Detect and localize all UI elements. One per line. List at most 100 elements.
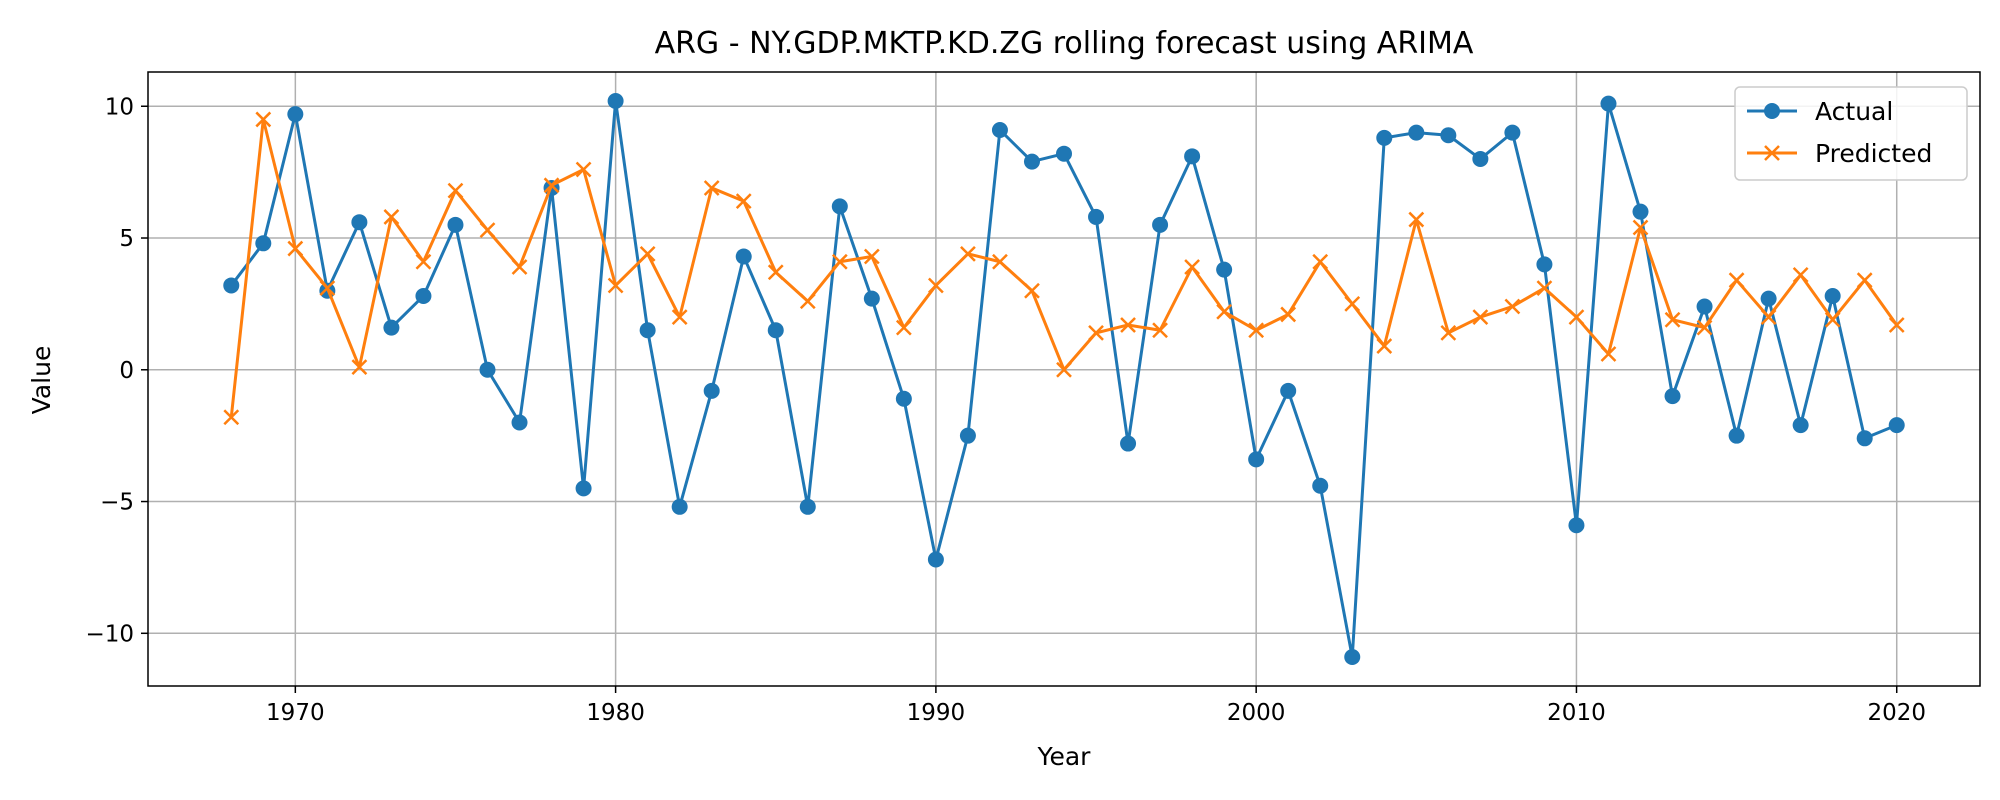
actual-point — [1664, 388, 1681, 405]
predicted-point — [319, 280, 336, 296]
actual-point — [927, 551, 944, 568]
x-tick-label: 2010 — [1547, 700, 1606, 726]
legend-label-actual: Actual — [1815, 97, 1893, 126]
predicted-point — [1344, 296, 1361, 312]
predicted-point — [1120, 317, 1136, 333]
predicted-point — [1568, 309, 1585, 325]
predicted-point — [287, 240, 304, 257]
actual-point — [351, 214, 368, 231]
predicted-point — [1152, 322, 1168, 339]
predicted-point — [895, 319, 912, 336]
legend-label-predicted: Predicted — [1815, 139, 1932, 168]
predicted-point — [1024, 282, 1040, 299]
predicted-point — [1856, 272, 1873, 289]
y-tick-label: 0 — [119, 358, 134, 384]
actual-point — [1248, 451, 1265, 468]
x-tick-label: 1970 — [266, 700, 325, 726]
actual-point — [1440, 127, 1457, 144]
predicted-point — [1760, 309, 1777, 325]
actual-point — [1472, 150, 1489, 167]
predicted-point — [1376, 338, 1393, 354]
actual-point — [895, 390, 912, 407]
actual-point — [1696, 298, 1713, 315]
predicted-point — [255, 111, 272, 128]
x-tick-label: 2000 — [1227, 700, 1286, 726]
actual-point — [1184, 148, 1201, 165]
predicted-point — [1888, 317, 1905, 333]
predicted-point — [1440, 325, 1457, 341]
actual-point — [255, 235, 272, 252]
actual-point — [671, 498, 688, 515]
predicted-point — [1536, 280, 1553, 296]
actual-point — [1536, 256, 1553, 273]
actual-point — [1504, 124, 1521, 141]
actual-point — [1376, 129, 1393, 146]
actual-point — [1120, 435, 1137, 452]
predicted-point — [447, 182, 464, 199]
predicted-point — [575, 161, 592, 178]
predicted-point — [607, 277, 624, 294]
actual-point — [447, 216, 464, 233]
predicted-point — [671, 309, 688, 325]
actual-point — [1280, 382, 1297, 399]
actual-point — [1312, 477, 1329, 494]
actual-point — [1632, 203, 1649, 220]
predicted-point — [1056, 361, 1072, 378]
actual-point — [991, 121, 1008, 138]
y-tick-label: −5 — [100, 490, 134, 516]
actual-point — [1760, 290, 1777, 307]
actual-line — [230, 99, 1898, 659]
chart-title: ARG - NY.GDP.MKTP.KD.ZG rolling forecast… — [655, 26, 1474, 61]
actual-point — [287, 106, 304, 123]
predicted-point — [1408, 211, 1425, 228]
actual-point — [223, 277, 240, 294]
predicted-point — [639, 245, 656, 262]
predicted-point — [415, 253, 432, 270]
actual-point — [1568, 517, 1585, 534]
y-tick-label: −10 — [85, 621, 134, 647]
actual-point — [1216, 261, 1233, 278]
predicted-point — [960, 245, 976, 262]
series-layer — [223, 92, 1905, 666]
actual-point — [575, 480, 592, 497]
predicted-point — [1792, 267, 1809, 283]
actual-point — [767, 322, 784, 339]
predicted-point — [1248, 322, 1265, 339]
actual-point — [607, 92, 624, 109]
predicted-point — [767, 264, 784, 281]
predicted-point — [1728, 272, 1745, 289]
grid — [148, 72, 1980, 686]
actual-point — [1856, 430, 1873, 447]
y-tick-label: 5 — [119, 226, 134, 252]
actual-point — [799, 498, 816, 515]
legend-marker-predicted — [1764, 145, 1780, 161]
axis-ticks: 1970 1980 1990 2000 2010 2020 −10 −5 0 5 10 — [85, 94, 1926, 726]
actual-point — [415, 287, 432, 304]
predicted-point — [543, 177, 560, 194]
predicted-point — [799, 293, 816, 310]
actual-point — [735, 248, 752, 265]
predicted-point — [1472, 309, 1489, 325]
actual-point — [831, 198, 848, 215]
y-tick-label: 10 — [105, 94, 134, 120]
actual-point — [479, 361, 496, 378]
x-tick-label: 1990 — [907, 700, 966, 726]
x-tick-label: 2020 — [1867, 700, 1926, 726]
predicted-point — [703, 180, 720, 196]
predicted-point — [992, 253, 1008, 270]
actual-point — [1056, 145, 1072, 162]
predicted-point — [1696, 319, 1713, 336]
actual-point — [383, 319, 400, 336]
predicted-point — [1504, 298, 1521, 315]
predicted-point — [1824, 311, 1841, 328]
predicted-point — [1184, 259, 1200, 275]
legend: Actual Predicted — [1734, 86, 1968, 181]
actual-point — [639, 322, 656, 339]
predicted-point — [383, 209, 400, 225]
predicted-point — [351, 359, 368, 376]
predicted-point — [1632, 219, 1649, 236]
y-axis-label: Value — [27, 346, 56, 415]
actual-point — [1888, 417, 1905, 434]
predicted-point — [1600, 346, 1617, 362]
